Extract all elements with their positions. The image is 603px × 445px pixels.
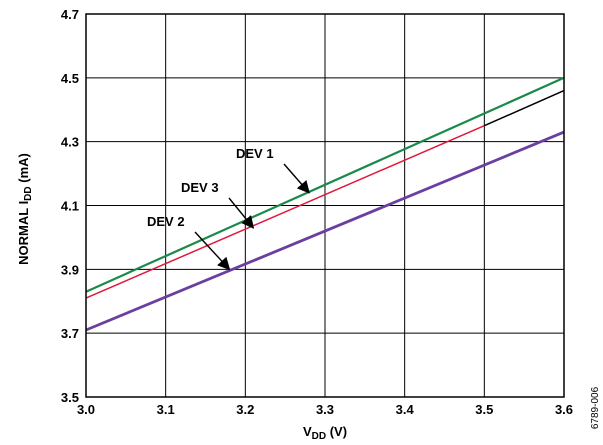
y-tick-label: 3.7 — [61, 326, 79, 341]
x-tick-labels: 3.0 3.1 3.2 3.3 3.4 3.5 3.6 — [77, 402, 573, 417]
x-tick-label: 3.5 — [475, 402, 493, 417]
series-line-dev-3 — [85, 125, 485, 299]
annotation-label-dev-2: DEV 2 — [147, 214, 185, 229]
series-line-dev-2 — [85, 130, 565, 332]
y-tick-label: 4.1 — [61, 199, 79, 214]
x-tick-label: 3.2 — [236, 402, 254, 417]
x-tick-label: 3.3 — [316, 402, 334, 417]
y-tick-label: 4.5 — [61, 71, 79, 86]
annotation-arrow-dev-3 — [228, 197, 255, 229]
grid-lines — [86, 14, 564, 397]
x-axis-label: VDD (V) — [303, 424, 347, 442]
y-tick-label: 4.7 — [61, 7, 79, 22]
annotation-arrow-dev-1 — [283, 163, 310, 194]
x-tick-label: 3.4 — [396, 402, 415, 417]
annotation-arrow-dev-2 — [194, 231, 231, 271]
y-tick-label: 4.3 — [61, 135, 79, 150]
plot-frame — [85, 13, 565, 398]
series-annotations: DEV 1 DEV 3 DEV 2 — [147, 146, 310, 271]
series-line-dev-1 — [85, 76, 565, 293]
y-tick-label: 3.9 — [61, 262, 79, 277]
annotation-label-dev-1: DEV 1 — [236, 146, 274, 161]
data-series — [85, 76, 565, 332]
annotation-label-dev-3: DEV 3 — [181, 180, 219, 195]
x-tick-label: 3.0 — [77, 402, 95, 417]
x-tick-label: 3.1 — [157, 402, 175, 417]
figure-id: 6789-006 — [590, 386, 601, 429]
y-tick-label: 3.5 — [61, 390, 79, 405]
y-axis-label: NORMAL IDD (mA) — [16, 153, 34, 265]
series-line-extension — [483, 89, 565, 127]
y-tick-labels: 3.5 3.7 3.9 4.1 4.3 4.5 4.7 — [61, 7, 79, 405]
x-tick-label: 3.6 — [555, 402, 573, 417]
